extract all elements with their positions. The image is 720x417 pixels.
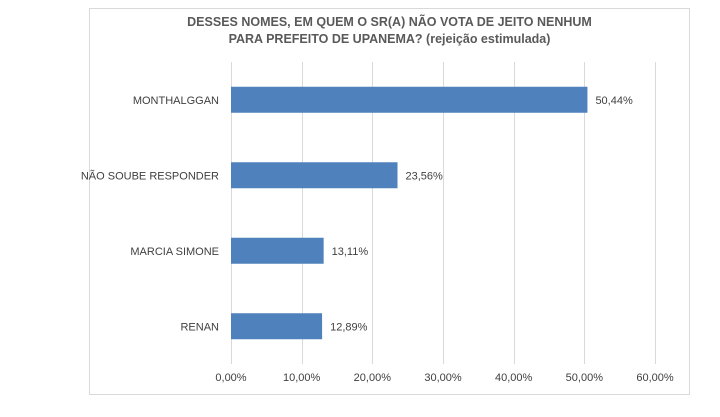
bar xyxy=(231,86,588,113)
x-tick-label: 50,00% xyxy=(566,372,604,384)
data-label: 12,89% xyxy=(330,321,368,333)
bar xyxy=(231,237,324,264)
x-tick-labels: 0,00% 10,00% 20,00% 30,00% 40,00% 50,00% 60,00… xyxy=(215,372,673,384)
category-label: MONTHALGGAN xyxy=(133,95,219,107)
category-labels: MONTHALGGAN NÃO SOUBE RESPONDER MARCIA SIM… xyxy=(81,95,219,334)
data-label: 23,56% xyxy=(405,170,443,182)
category-label: MARCIA SIMONE xyxy=(130,246,219,258)
data-labels: 50,44% 23,56% 13,11% 12,89% xyxy=(330,95,633,334)
chart-title-line-2: PARA PREFEITO DE UPANEMA? (rejeição esti… xyxy=(228,32,551,46)
x-tick-label: 10,00% xyxy=(283,372,321,384)
category-label: NÃO SOUBE RESPONDER xyxy=(81,169,219,182)
chart-title: DESSES NOMES, EM QUEM O SR(A) NÃO VOTA D… xyxy=(89,14,690,48)
data-label: 50,44% xyxy=(595,95,633,107)
bar xyxy=(231,313,323,340)
x-tick-label: 0,00% xyxy=(215,372,246,384)
x-tick-label: 20,00% xyxy=(354,372,392,384)
x-tick-label: 60,00% xyxy=(636,372,674,384)
x-tick-label: 30,00% xyxy=(424,372,462,384)
bar xyxy=(231,162,398,189)
chart-frame xyxy=(89,8,690,395)
x-tick-label: 40,00% xyxy=(495,372,533,384)
data-label: 13,11% xyxy=(332,246,369,258)
bars xyxy=(231,86,588,340)
category-label: RENAN xyxy=(180,321,219,333)
chart-title-line-1: DESSES NOMES, EM QUEM O SR(A) NÃO VOTA D… xyxy=(187,15,592,29)
